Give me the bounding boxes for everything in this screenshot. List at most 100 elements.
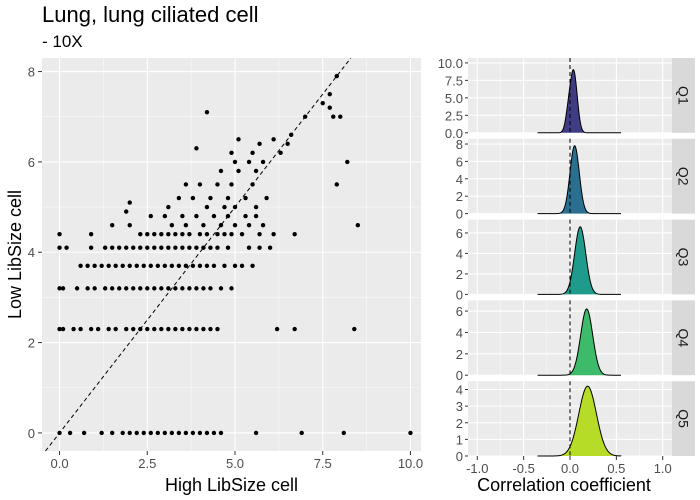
scatter-point: [285, 141, 290, 147]
scatter-point: [148, 263, 153, 268]
scatter-point: [271, 137, 276, 142]
density-x-tick-label: 0.5: [607, 461, 625, 476]
scatter-point: [64, 245, 69, 250]
scatter-point: [341, 430, 346, 436]
scatter-point: [155, 430, 161, 436]
scatter-point: [250, 263, 255, 268]
scatter-point: [299, 430, 304, 436]
scatter-point: [78, 263, 83, 268]
scatter-point: [320, 100, 325, 106]
scatter-point: [229, 286, 234, 291]
scatter-point: [183, 222, 189, 228]
scatter-point: [197, 263, 203, 268]
scatter-x-tick-label: 5.0: [226, 456, 244, 471]
density-y-tick-label: 0: [456, 368, 463, 383]
scatter-point: [159, 326, 164, 332]
scatter-point: [194, 146, 199, 151]
scatter-point: [201, 326, 206, 332]
scatter-point: [162, 213, 168, 219]
density-y-tick-label: 10.0: [438, 56, 463, 71]
density-x-axis-title: Correlation coefficient: [477, 475, 651, 495]
density-y-tick-label: 5.0: [445, 91, 463, 106]
scatter-point: [253, 430, 259, 436]
scatter-point: [99, 263, 104, 268]
scatter-point: [176, 430, 182, 436]
density-x-tick-label: -1.0: [466, 461, 488, 476]
facet-strip: [672, 219, 695, 295]
scatter-x-tick-label: 7.5: [314, 456, 332, 471]
scatter-point: [85, 286, 90, 291]
density-y-tick-label: 4: [456, 383, 463, 398]
scatter-point: [173, 286, 178, 291]
scatter-point: [92, 286, 97, 291]
scatter-y-tick-label: 6: [28, 155, 35, 170]
scatter-point: [211, 430, 217, 436]
density-curve-q2: [537, 145, 621, 215]
scatter-point: [60, 286, 66, 291]
scatter-point: [334, 73, 339, 79]
scatter-point: [355, 222, 361, 228]
scatter-point: [152, 326, 157, 332]
scatter-point: [208, 245, 213, 250]
scatter-point: [180, 213, 185, 219]
scatter-point: [145, 286, 150, 291]
density-y-tick-label: 2: [456, 347, 463, 362]
scatter-point: [204, 430, 210, 436]
scatter-point: [327, 91, 332, 97]
scatter-y-axis-title: Low LibSize cell: [5, 190, 25, 319]
scatter-point: [187, 286, 192, 291]
scatter-point: [131, 326, 136, 332]
density-y-tick-label: 8: [456, 137, 463, 152]
scatter-point: [138, 245, 143, 250]
scatter-point: [208, 195, 213, 201]
scatter-point: [190, 430, 196, 436]
facet-strip-label: Q1: [676, 86, 692, 105]
density-curve-q5: [537, 385, 622, 457]
scatter-point: [236, 137, 241, 142]
scatter-point: [215, 231, 220, 237]
scatter-point: [225, 213, 231, 219]
scatter-point: [109, 286, 115, 291]
scatter-point: [57, 430, 62, 436]
scatter-point: [67, 430, 73, 436]
scatter-point: [162, 263, 168, 268]
scatter-point: [302, 114, 308, 119]
scatter-point: [78, 326, 83, 332]
scatter-point: [180, 326, 185, 332]
scatter-point: [159, 286, 164, 291]
scatter-point: [278, 150, 283, 156]
scatter-point: [215, 182, 220, 187]
scatter-point: [134, 263, 139, 268]
scatter-point: [243, 213, 248, 219]
scatter-point: [166, 326, 171, 332]
scatter-point: [260, 159, 266, 165]
scatter-point: [352, 326, 357, 332]
scatter-point: [57, 326, 62, 332]
scatter-point: [218, 168, 224, 174]
scatter-point: [408, 430, 413, 436]
scatter-point: [176, 195, 182, 201]
facet-strip: [672, 138, 695, 214]
scatter-point: [222, 231, 227, 237]
scatter-y-tick-label: 8: [28, 65, 35, 80]
scatter-point: [204, 204, 210, 210]
scatter-point: [138, 231, 143, 237]
scatter-point: [159, 245, 164, 250]
density-curve-q3: [537, 226, 621, 295]
scatter-point: [109, 222, 115, 228]
scatter-point: [102, 245, 108, 250]
scatter-point: [117, 286, 122, 291]
scatter-point: [173, 245, 178, 250]
density-y-tick-label: 0: [456, 449, 463, 464]
scatter-point: [253, 168, 259, 174]
scatter-point: [166, 231, 171, 237]
scatter-point: [257, 141, 262, 147]
scatter-point: [264, 195, 269, 201]
scatter-x-axis-title: High LibSize cell: [165, 475, 298, 495]
chart-subtitle: - 10X: [42, 32, 83, 51]
scatter-point: [81, 430, 87, 436]
density-y-tick-label: 6: [456, 226, 463, 241]
scatter-point: [211, 263, 217, 268]
density-y-tick-label: 0: [456, 287, 463, 302]
scatter-point: [109, 430, 115, 436]
